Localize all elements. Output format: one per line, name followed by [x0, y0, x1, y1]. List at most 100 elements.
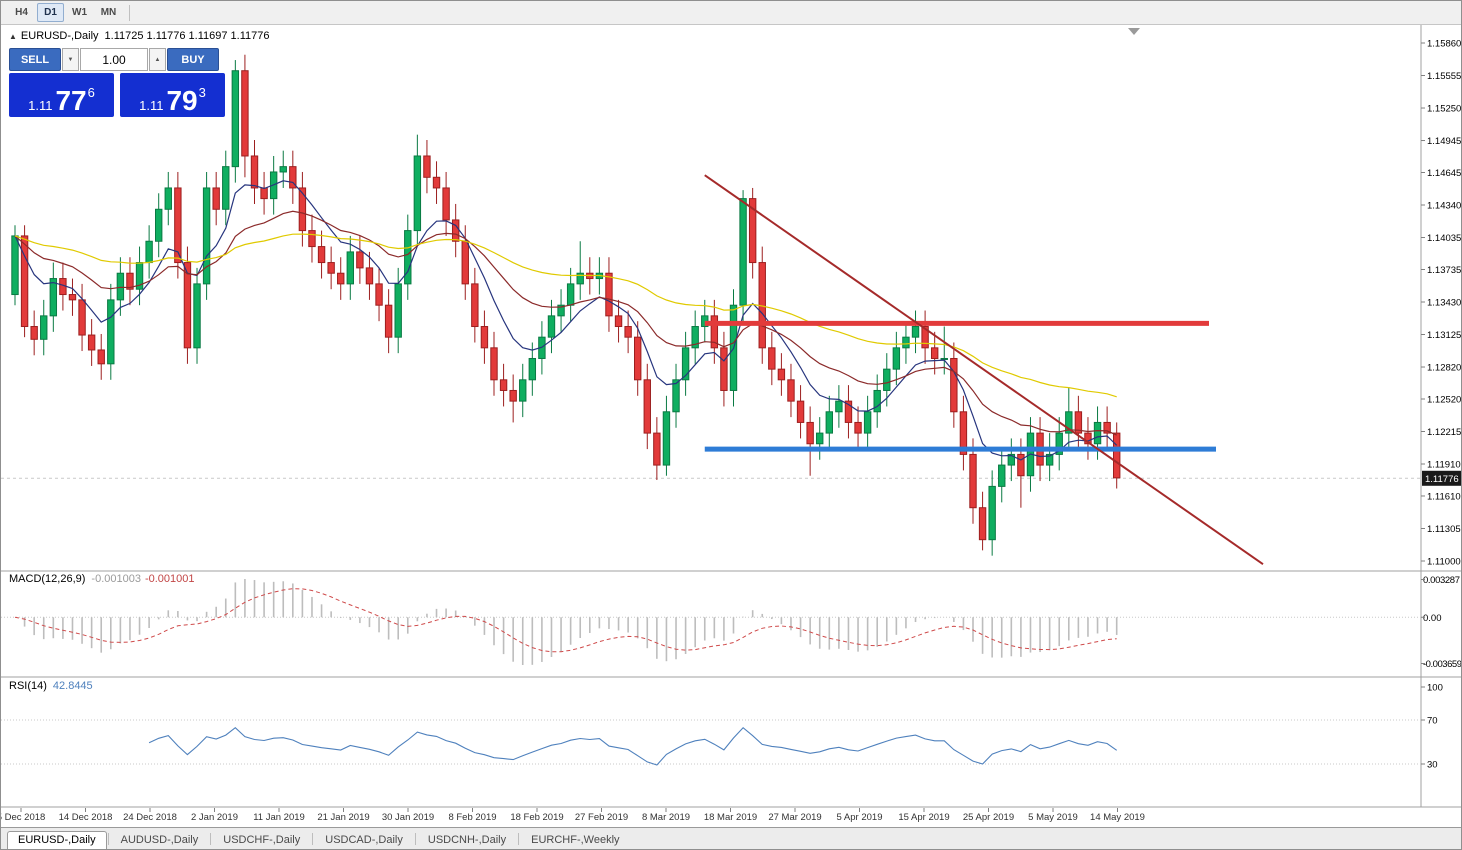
price-scale[interactable]: 1.15860 1.15555 1.15250 1.14945 1.14645 1.143… [1421, 39, 1461, 568]
chart-shift-icon[interactable] [1128, 28, 1140, 35]
timeframe-button-h4[interactable]: H4 [8, 3, 35, 22]
buy-button[interactable]: BUY [167, 48, 219, 71]
tab-separator [312, 832, 314, 845]
svg-text:21 Jan 2019: 21 Jan 2019 [317, 812, 369, 823]
svg-text:0.003287: 0.003287 [1423, 575, 1460, 586]
collapse-panel-icon[interactable]: ▲ [9, 32, 17, 41]
chart-tab-usdcad-daily[interactable]: USDCAD-,Daily [325, 834, 403, 846]
svg-text:1.14035: 1.14035 [1427, 233, 1461, 244]
toolbar-separator [129, 4, 130, 21]
chart-ohlc-info: ▲ EURUSD-,Daily 1.11725 1.11776 1.11697 1.… [9, 30, 270, 42]
chart-tab-bar: EURUSD-,Daily AUDUSD-,Daily USDCHF-,Daily U… [1, 827, 1461, 849]
macd-label: MACD(12,26,9) -0.001003 -0.001001 [9, 573, 195, 585]
rsi-line [148, 726, 1118, 766]
svg-text:11 Jan 2019: 11 Jan 2019 [253, 812, 305, 823]
svg-text:1.15860: 1.15860 [1427, 39, 1461, 50]
rsi-value: 42.8445 [52, 680, 93, 692]
macd-scale[interactable]: 0.003287 0.00 -0.003659 [1421, 575, 1462, 670]
rsi-scale[interactable]: 100 70 30 [1421, 683, 1443, 771]
macd-pane [1, 579, 1421, 665]
timeframe-button-mn[interactable]: MN [95, 3, 122, 22]
time-scale[interactable]: 5 Dec 2018 14 Dec 2018 24 Dec 2018 2 Jan 20… [1, 808, 1145, 823]
buy-price-big: 79 [166, 85, 198, 117]
chart-tab-eurusd-daily[interactable]: EURUSD-,Daily [7, 831, 107, 849]
svg-text:1.15555: 1.15555 [1427, 71, 1461, 82]
tab-separator [210, 832, 212, 845]
svg-text:1.11000: 1.11000 [1427, 557, 1461, 568]
svg-text:15 Apr 2019: 15 Apr 2019 [898, 812, 949, 823]
volume-down-icon: ▼ [67, 56, 74, 63]
svg-text:30 Jan 2019: 30 Jan 2019 [382, 812, 434, 823]
svg-text:1.15250: 1.15250 [1427, 104, 1461, 115]
symbol-title: EURUSD-,Daily [20, 30, 99, 42]
buy-price-display[interactable]: 1.11 79 3 [120, 73, 225, 117]
ma-21-line [14, 210, 1117, 436]
sell-price-big: 77 [55, 85, 87, 117]
rsi-pane [1, 719, 1421, 766]
svg-text:1.12820: 1.12820 [1427, 363, 1461, 374]
svg-text:14 May 2019: 14 May 2019 [1090, 812, 1145, 823]
svg-text:5 May 2019: 5 May 2019 [1028, 812, 1078, 823]
sell-price-prefix: 1.11 [28, 97, 53, 113]
svg-text:1.12215: 1.12215 [1427, 427, 1461, 438]
chart-tab-usdchf-daily[interactable]: USDCHF-,Daily [223, 834, 301, 846]
timeframe-button-w1[interactable]: W1 [66, 3, 93, 22]
macd-signal-line [14, 588, 1117, 653]
rsi-label: RSI(14) 42.8445 [9, 680, 93, 692]
sell-price-display[interactable]: 1.11 77 6 [9, 73, 114, 117]
pane-separators [1, 25, 1461, 808]
svg-text:25 Apr 2019: 25 Apr 2019 [963, 812, 1014, 823]
svg-text:18 Feb 2019: 18 Feb 2019 [510, 812, 563, 823]
svg-text:1.13735: 1.13735 [1427, 265, 1461, 276]
candlestick-series [11, 54, 1121, 556]
svg-text:0.00: 0.00 [1423, 613, 1442, 624]
volume-input[interactable] [80, 48, 148, 71]
svg-text:5 Apr 2019: 5 Apr 2019 [837, 812, 883, 823]
svg-text:1.13430: 1.13430 [1427, 298, 1461, 309]
volume-increase-button[interactable]: ▲ [149, 48, 166, 71]
svg-text:27 Feb 2019: 27 Feb 2019 [575, 812, 628, 823]
rsi-title: RSI(14) [9, 680, 47, 692]
descending-trendline[interactable] [704, 174, 1264, 566]
chart-tab-eurchf-weekly[interactable]: EURCHF-,Weekly [531, 834, 620, 846]
svg-text:30: 30 [1427, 760, 1438, 771]
svg-text:1.11305: 1.11305 [1427, 524, 1461, 535]
timeframe-button-d1[interactable]: D1 [37, 3, 64, 22]
chart-tab-audusd-daily[interactable]: AUDUSD-,Daily [120, 834, 199, 846]
svg-text:8 Mar 2019: 8 Mar 2019 [642, 812, 690, 823]
svg-text:1.11776: 1.11776 [1425, 474, 1459, 485]
ma-8-line [14, 180, 1118, 461]
svg-text:8 Feb 2019: 8 Feb 2019 [448, 812, 496, 823]
svg-text:2 Jan 2019: 2 Jan 2019 [191, 812, 238, 823]
svg-text:1.11910: 1.11910 [1427, 460, 1461, 471]
svg-text:1.14945: 1.14945 [1427, 136, 1461, 147]
tab-separator [107, 832, 109, 845]
buy-price-prefix: 1.11 [139, 97, 164, 113]
svg-text:24 Dec 2018: 24 Dec 2018 [123, 812, 177, 823]
svg-text:18 Mar 2019: 18 Mar 2019 [704, 812, 757, 823]
svg-text:1.13125: 1.13125 [1427, 330, 1461, 341]
svg-text:1.12520: 1.12520 [1427, 394, 1461, 405]
tab-separator [414, 832, 416, 845]
current-price-tag: 1.11776 [1422, 470, 1461, 486]
chart-tab-usdcnh-daily[interactable]: USDCNH-,Daily [427, 834, 507, 846]
volume-up-icon: ▲ [154, 56, 161, 63]
svg-text:14 Dec 2018: 14 Dec 2018 [59, 812, 113, 823]
svg-text:-0.003659: -0.003659 [1423, 659, 1462, 670]
sell-button[interactable]: SELL [9, 48, 61, 71]
volume-decrease-button[interactable]: ▼ [62, 48, 79, 71]
svg-text:70: 70 [1427, 716, 1438, 727]
ohlc-values: 1.11725 1.11776 1.11697 1.11776 [104, 30, 270, 42]
svg-text:1.14340: 1.14340 [1427, 201, 1461, 212]
macd-signal-value: -0.001001 [144, 573, 195, 585]
macd-main-value: -0.001003 [91, 573, 141, 585]
svg-text:1.14645: 1.14645 [1427, 168, 1461, 179]
svg-text:1.11610: 1.11610 [1427, 491, 1461, 502]
svg-text:27 Mar 2019: 27 Mar 2019 [768, 812, 821, 823]
svg-text:100: 100 [1427, 683, 1443, 694]
sell-price-pip: 6 [87, 85, 95, 100]
tab-separator [518, 832, 520, 845]
